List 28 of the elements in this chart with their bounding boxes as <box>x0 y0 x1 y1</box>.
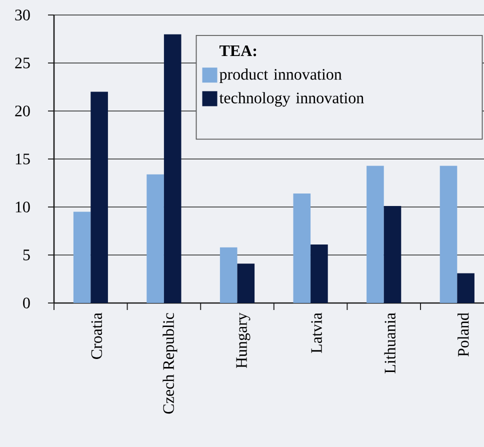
x-tick-label: Lithuania <box>384 312 396 374</box>
bar <box>237 264 255 303</box>
y-tick-label: 20 <box>15 106 30 116</box>
legend-title: TEA: <box>220 45 256 56</box>
x-tick-label: Latvia <box>311 312 322 353</box>
bar <box>293 194 311 303</box>
y-tick-label: 0 <box>23 298 30 308</box>
bar <box>220 247 238 303</box>
y-tick-label: 10 <box>16 202 30 212</box>
bar <box>366 166 384 303</box>
bar <box>457 273 474 303</box>
x-tick-label: Croatia <box>91 312 102 359</box>
bar <box>310 244 328 303</box>
y-tick-label: 5 <box>23 250 30 260</box>
bar <box>90 92 108 303</box>
legend-label: product innovation <box>220 68 342 84</box>
bar <box>164 34 182 303</box>
y-tick-label: 30 <box>15 10 30 20</box>
bar <box>440 166 458 303</box>
legend-label: technology innovation <box>219 92 364 107</box>
bar <box>146 174 164 303</box>
x-tick-label: Czech Republic <box>162 313 178 414</box>
y-tick-label: 15 <box>16 154 30 164</box>
y-tick-label: 25 <box>15 58 30 68</box>
bar <box>384 206 402 303</box>
x-tick-label: Hungary <box>236 312 250 368</box>
bar <box>73 212 91 303</box>
x-tick-label: Poland <box>458 312 469 357</box>
